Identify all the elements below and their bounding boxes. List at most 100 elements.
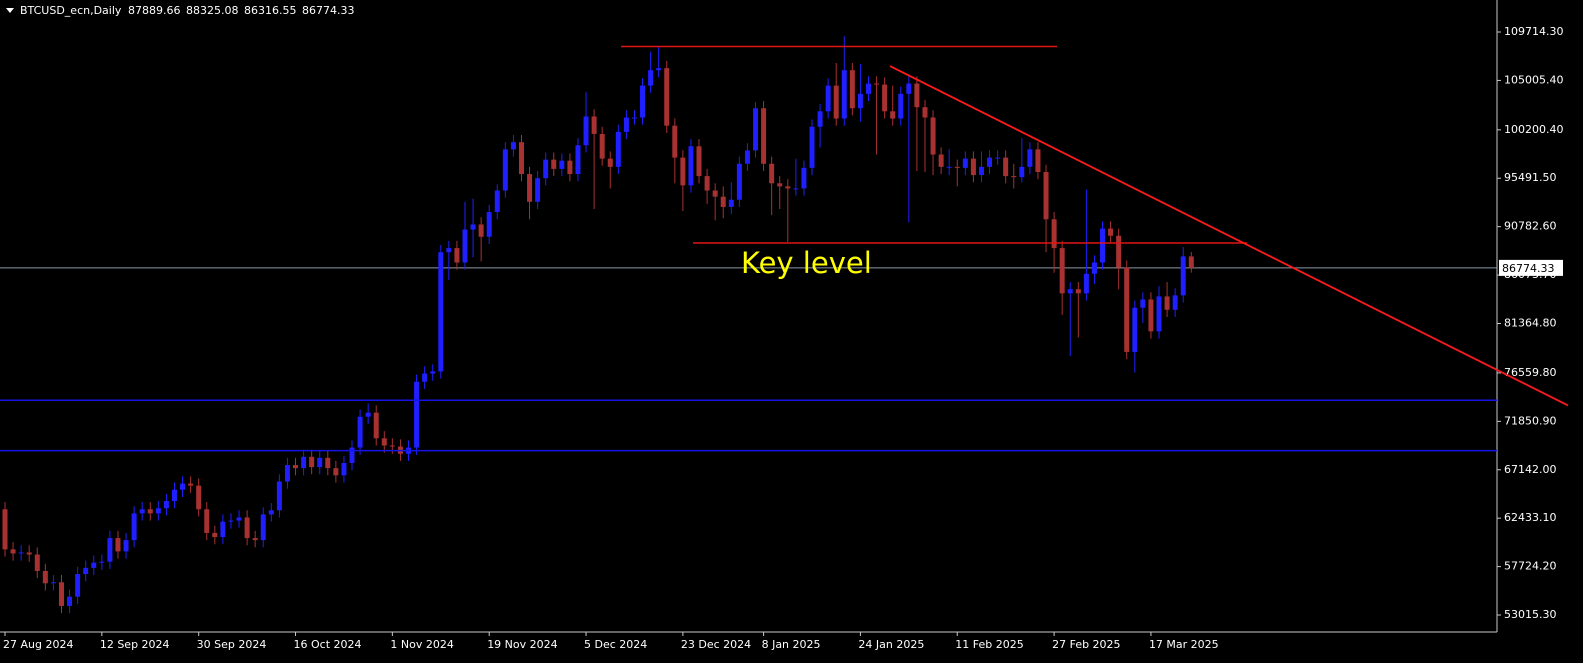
y-tick-label: 105005.40 [1504, 73, 1564, 86]
candle-body [615, 131, 621, 167]
candle-body [978, 166, 984, 176]
candle-body [696, 146, 702, 177]
candle-body [131, 513, 137, 541]
candle-body [1059, 248, 1065, 294]
candle-body [1019, 166, 1025, 178]
price-label: 86774.33 [1502, 262, 1555, 275]
candle-body [341, 462, 347, 476]
trendline [889, 65, 1569, 407]
y-tick-label: 90782.60 [1504, 220, 1557, 233]
candle-body [373, 412, 379, 439]
candle-body [527, 174, 533, 202]
candle-body [1180, 256, 1186, 296]
x-tick-label: 19 Nov 2024 [487, 638, 557, 651]
ohlc-open: 87889.66 [128, 4, 181, 17]
chart-title: BTCUSD_ecn,Daily [20, 4, 122, 17]
candle-body [204, 509, 210, 533]
x-tick-label: 1 Nov 2024 [390, 638, 453, 651]
candle-body [470, 224, 476, 230]
candle-body [123, 540, 129, 552]
candle-body [962, 158, 968, 168]
y-tick-label: 57724.20 [1504, 560, 1557, 573]
candle-body [446, 248, 452, 253]
candle-body [462, 229, 468, 263]
candle-body [454, 248, 460, 263]
candle-body [502, 149, 508, 191]
candle-body [591, 116, 597, 134]
x-tick-label: 27 Aug 2024 [3, 638, 73, 651]
candle-body [1172, 295, 1178, 310]
candle-body [1035, 149, 1041, 172]
candle-body [1132, 307, 1138, 352]
x-tick-label: 11 Feb 2025 [955, 638, 1023, 651]
y-tick-label: 109714.30 [1504, 25, 1564, 38]
candle-body [228, 520, 234, 522]
x-tick-label: 8 Jan 2025 [762, 638, 821, 651]
candle-body [422, 373, 428, 382]
candle-body [276, 481, 282, 511]
candle-body [809, 126, 815, 168]
candle-body [518, 142, 524, 175]
candle-body [18, 552, 24, 554]
candle-body [1003, 157, 1009, 177]
candle-body [244, 517, 250, 539]
candle-body [510, 142, 516, 150]
candle-body [252, 538, 258, 541]
candle-body [995, 157, 1001, 159]
candle-body [10, 549, 16, 554]
candle-body [486, 212, 492, 237]
candle-body [1083, 273, 1089, 294]
candle-body [543, 159, 549, 179]
candle-body [769, 163, 775, 184]
candle-body [954, 166, 960, 168]
candle-body [833, 85, 839, 119]
candle-body [83, 567, 89, 575]
x-tick-label: 27 Feb 2025 [1052, 638, 1120, 651]
candle-body [155, 508, 161, 514]
candle-body [1156, 296, 1162, 332]
candle-body [849, 70, 855, 109]
candle-body [720, 196, 726, 207]
candle-body [1140, 299, 1146, 308]
candle-body [309, 456, 315, 468]
candle-body [631, 117, 637, 119]
candle-body [551, 159, 557, 169]
candle-body [753, 108, 759, 151]
candle-body [107, 538, 113, 562]
menu-arrow[interactable] [6, 8, 14, 13]
candle-body [260, 514, 266, 541]
candle-body [640, 85, 646, 118]
candle-body [99, 561, 105, 563]
candle-body [478, 224, 484, 237]
candle-body [672, 125, 678, 158]
candle-body [801, 167, 807, 189]
x-tick-label: 30 Sep 2024 [197, 638, 267, 651]
candle-body [559, 160, 565, 169]
candle-body [58, 582, 64, 606]
candle-body [1011, 176, 1017, 178]
candle-body [938, 154, 944, 167]
ohlc-close: 86774.33 [302, 4, 355, 17]
candle-body [970, 158, 976, 176]
candle-body [381, 438, 387, 446]
candle-body [1148, 299, 1154, 332]
candle-body [987, 157, 993, 167]
candle-body [115, 538, 121, 552]
candle-body [825, 85, 831, 112]
y-tick-label: 71850.90 [1504, 414, 1557, 427]
candle-body [301, 456, 307, 469]
ohlc-low: 86316.55 [244, 4, 297, 17]
candle-body [785, 186, 791, 189]
candle-body [1027, 149, 1033, 167]
candle-body [1116, 235, 1122, 268]
candle-body [91, 562, 97, 568]
candle-body [1051, 219, 1057, 249]
candle-body [26, 552, 32, 555]
x-tick-label: 23 Dec 2024 [681, 638, 751, 651]
candle-body [906, 83, 912, 94]
candle-body [607, 158, 613, 167]
x-tick-label: 5 Dec 2024 [584, 638, 647, 651]
x-tick-label: 12 Sep 2024 [100, 638, 170, 651]
